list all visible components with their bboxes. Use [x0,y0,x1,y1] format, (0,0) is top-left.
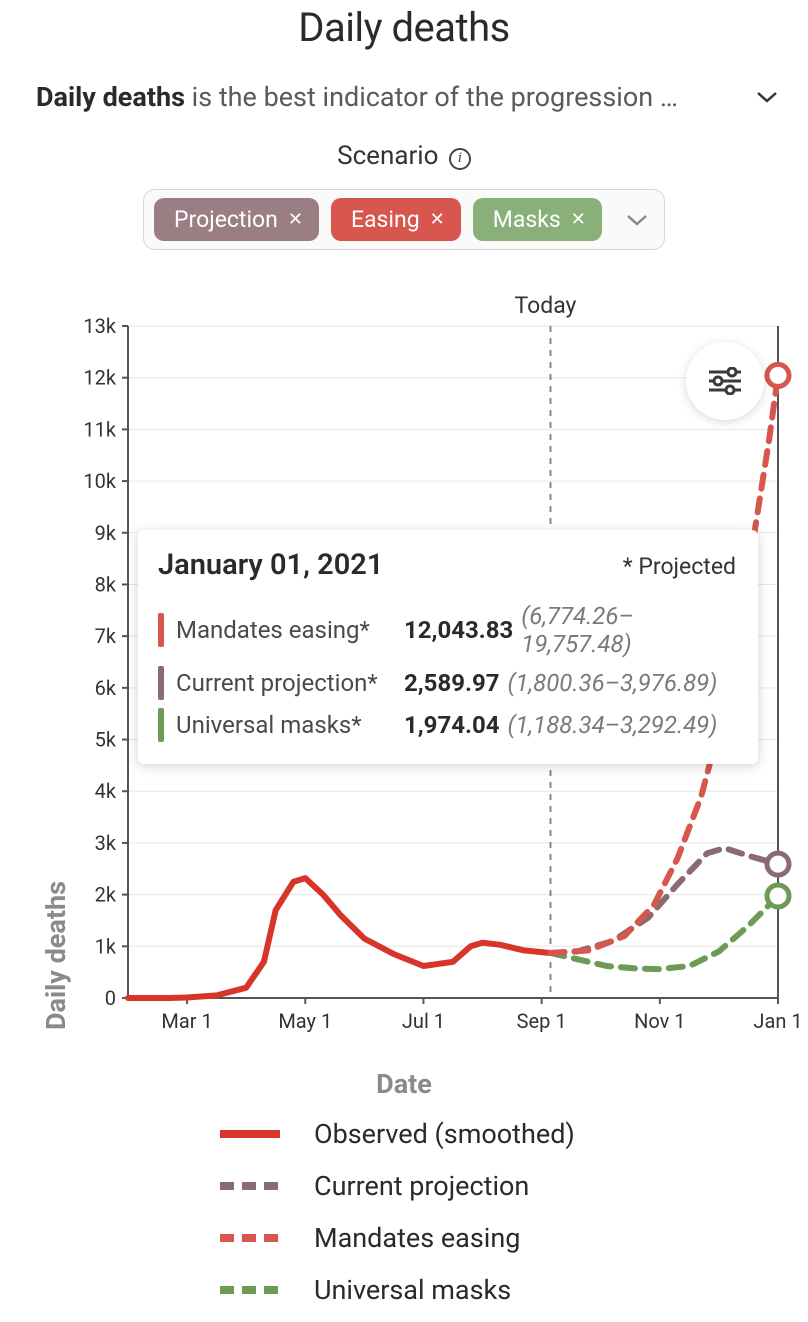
legend-label: Mandates easing [314,1222,520,1254]
y-axis-title: Daily deaths [40,881,72,1030]
legend-item[interactable]: Observed (smoothed) [220,1118,575,1150]
tooltip-swatch [158,613,164,647]
page-title: Daily deaths [0,4,808,51]
tooltip-row: Universal masks*1,974.04 (1,188.34–3,292.… [158,704,736,746]
svg-text:12k: 12k [83,366,116,390]
subtitle-bold: Daily deaths [36,81,185,113]
x-axis-title: Date [0,1068,808,1100]
chevron-down-icon[interactable] [756,90,778,104]
svg-text:Sep 1: Sep 1 [517,1009,567,1033]
tooltip-label: Current projection* [176,669,404,697]
svg-text:13k: 13k [83,314,116,338]
svg-text:11k: 11k [83,417,116,441]
tooltip-range: (6,774.26–19,757.48) [521,602,736,658]
svg-text:Jul 1: Jul 1 [402,1009,445,1033]
close-icon[interactable]: ✕ [430,211,445,229]
svg-text:7k: 7k [95,624,117,648]
svg-text:10k: 10k [83,469,116,493]
legend-label: Current projection [314,1170,529,1202]
chart-area: Today Daily deaths 0 1k 2k 3k 4k 5k 6k 7k 8k 9k 10… [0,280,808,1060]
legend-item[interactable]: Mandates easing [220,1222,520,1254]
today-label: Today [515,292,577,319]
tooltip-label: Universal masks* [176,711,404,739]
legend-swatch [220,1234,280,1242]
tooltip-row: Current projection*2,589.97 (1,800.36–3,9… [158,662,736,704]
svg-text:6k: 6k [95,676,117,700]
svg-text:May 1: May 1 [278,1009,332,1033]
legend-swatch [220,1130,280,1138]
subtitle-rest: is the best indicator of the progression… [185,81,678,113]
legend-swatch [220,1286,280,1294]
chart-settings-button[interactable] [686,342,764,420]
close-icon[interactable]: ✕ [288,211,303,229]
subtitle-text: Daily deaths is the best indicator of th… [36,81,738,113]
svg-text:8k: 8k [95,572,117,596]
chip-label: Easing [351,206,420,233]
info-icon[interactable]: i [449,148,471,170]
svg-text:0: 0 [105,986,116,1010]
chip-masks[interactable]: Masks ✕ [473,198,602,241]
legend-label: Observed (smoothed) [314,1118,575,1150]
scenario-label-row: Scenario i [0,141,808,171]
tooltip-value: 1,974.04 [404,711,499,739]
tooltip-value: 2,589.97 [404,669,499,697]
scenario-selector[interactable]: Projection ✕ Easing ✕ Masks ✕ [143,189,665,250]
svg-text:Nov 1: Nov 1 [634,1009,685,1033]
svg-text:Mar 1: Mar 1 [161,1009,212,1033]
svg-text:Jan 1: Jan 1 [753,1009,802,1033]
chip-label: Masks [493,206,561,233]
chip-easing[interactable]: Easing ✕ [331,198,461,241]
chip-label: Projection [174,206,278,233]
tooltip-row: Mandates easing*12,043.83 (6,774.26–19,75… [158,598,736,662]
legend-label: Universal masks [314,1274,511,1306]
tooltip-range: (1,800.36–3,976.89) [507,669,717,697]
tooltip-swatch [158,666,164,700]
tooltip-range: (1,188.34–3,292.49) [507,711,717,739]
tooltip-date: January 01, 2021 [158,548,383,582]
svg-text:9k: 9k [95,521,117,545]
scenario-label: Scenario [337,141,438,171]
legend-item[interactable]: Universal masks [220,1274,511,1306]
legend-item[interactable]: Current projection [220,1170,529,1202]
chevron-down-icon[interactable] [626,213,648,227]
close-icon[interactable]: ✕ [571,211,586,229]
svg-text:1k: 1k [95,934,117,958]
svg-text:4k: 4k [95,779,117,803]
chip-projection[interactable]: Projection ✕ [154,198,319,241]
svg-text:5k: 5k [95,728,117,752]
tooltip-projected-note: * Projected [623,553,736,580]
tooltip-label: Mandates easing* [176,616,404,644]
svg-text:2k: 2k [95,883,117,907]
chart-legend: Observed (smoothed) Current projection Man… [0,1118,808,1306]
svg-text:3k: 3k [95,831,117,855]
subtitle-row[interactable]: Daily deaths is the best indicator of th… [0,81,808,113]
sliders-icon [708,367,742,395]
tooltip-value: 12,043.83 [404,616,513,644]
chart-tooltip: January 01, 2021 * Projected Mandates ea… [138,530,758,764]
tooltip-swatch [158,708,164,742]
legend-swatch [220,1182,280,1190]
